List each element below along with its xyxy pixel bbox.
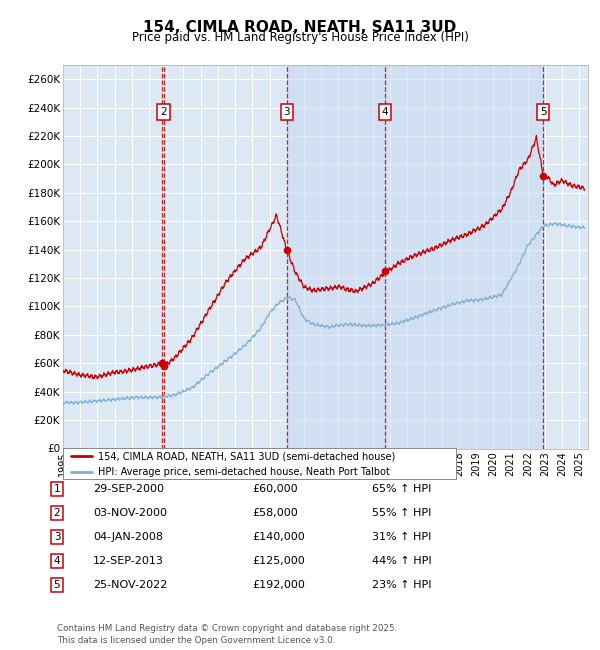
Bar (287, 65, 543, 448)
Text: HPI: Average price, semi-detached house, Neath Port Talbot: HPI: Average price, semi-detached house,… (98, 467, 390, 477)
Text: 65% ↑ HPI: 65% ↑ HPI (372, 484, 431, 494)
Text: 31% ↑ HPI: 31% ↑ HPI (372, 532, 431, 542)
Text: 29-SEP-2000: 29-SEP-2000 (93, 484, 164, 494)
Text: 55% ↑ HPI: 55% ↑ HPI (372, 508, 431, 518)
Text: 25-NOV-2022: 25-NOV-2022 (93, 580, 167, 590)
Text: 154, CIMLA ROAD, NEATH, SA11 3UD (semi-detached house): 154, CIMLA ROAD, NEATH, SA11 3UD (semi-d… (98, 451, 395, 462)
Text: Price paid vs. HM Land Registry's House Price Index (HPI): Price paid vs. HM Land Registry's House … (131, 31, 469, 44)
Text: 04-JAN-2008: 04-JAN-2008 (93, 532, 163, 542)
Text: £192,000: £192,000 (252, 580, 305, 590)
Text: 44% ↑ HPI: 44% ↑ HPI (372, 556, 431, 566)
Text: £58,000: £58,000 (252, 508, 298, 518)
Text: 5: 5 (53, 580, 61, 590)
Text: 2: 2 (160, 107, 167, 117)
Text: £140,000: £140,000 (252, 532, 305, 542)
Text: 4: 4 (53, 556, 61, 566)
Text: 3: 3 (53, 532, 61, 542)
Text: 3: 3 (284, 107, 290, 117)
Text: 23% ↑ HPI: 23% ↑ HPI (372, 580, 431, 590)
Text: Contains HM Land Registry data © Crown copyright and database right 2025.
This d: Contains HM Land Registry data © Crown c… (57, 624, 397, 645)
Text: 1: 1 (53, 484, 61, 494)
Text: 154, CIMLA ROAD, NEATH, SA11 3UD: 154, CIMLA ROAD, NEATH, SA11 3UD (143, 20, 457, 34)
Text: £60,000: £60,000 (252, 484, 298, 494)
Text: 12-SEP-2013: 12-SEP-2013 (93, 556, 164, 566)
Text: 03-NOV-2000: 03-NOV-2000 (93, 508, 167, 518)
Text: 2: 2 (53, 508, 61, 518)
Text: 5: 5 (540, 107, 547, 117)
Text: £125,000: £125,000 (252, 556, 305, 566)
Text: 4: 4 (382, 107, 388, 117)
